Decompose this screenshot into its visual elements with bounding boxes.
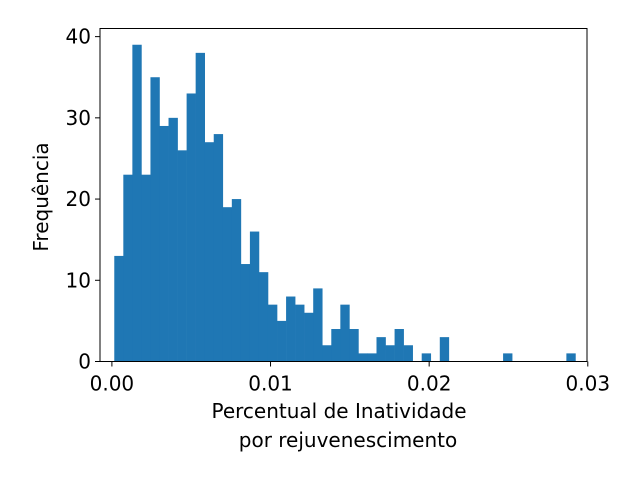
- histogram-bar: [150, 77, 160, 362]
- histogram-bar: [286, 296, 296, 362]
- histogram-bar: [132, 44, 142, 362]
- histogram-bar: [331, 329, 341, 362]
- x-tick-label: 0.00: [90, 372, 135, 396]
- histogram-bar: [385, 345, 395, 362]
- y-tick-label: 0: [78, 350, 91, 374]
- histogram-bar: [213, 134, 224, 362]
- x-axis-label-line-2: por rejuvenescimento: [239, 428, 457, 452]
- histogram-bar: [322, 345, 332, 362]
- histogram-bar: [240, 264, 251, 362]
- histogram-bar: [367, 353, 377, 362]
- histogram-bar: [566, 353, 576, 362]
- histogram-bar: [394, 329, 404, 362]
- x-tick-label: 0.03: [566, 372, 611, 396]
- histogram-bar: [376, 337, 386, 362]
- x-axis-ticks: 0.00 0.01 0.02 0.03: [90, 361, 611, 396]
- histogram-bar: [159, 125, 169, 362]
- x-tick-label: 0.01: [248, 372, 293, 396]
- histogram-bar: [313, 288, 323, 362]
- histogram-bar: [168, 117, 178, 362]
- histogram-bar: [204, 142, 215, 362]
- histogram-bar: [195, 52, 205, 362]
- histogram-bar: [304, 312, 314, 362]
- histogram-bar: [231, 199, 242, 362]
- y-axis-label: Frequência: [29, 142, 53, 251]
- plot-area-frame: [99, 28, 588, 362]
- y-tick-label: 30: [66, 106, 91, 130]
- x-axis-label-line-1: Percentual de Inatividade: [211, 399, 466, 423]
- histogram-bars: [114, 44, 576, 362]
- histogram-bar: [141, 174, 151, 362]
- histogram-bar: [439, 337, 450, 362]
- histogram-bar: [177, 150, 187, 362]
- histogram-bar: [267, 304, 278, 362]
- histogram-bar: [403, 345, 413, 362]
- histogram-bar: [421, 353, 432, 362]
- histogram-bar: [340, 304, 350, 362]
- y-axis-ticks: 0 10 20 30 40: [66, 25, 100, 374]
- y-tick-label: 40: [66, 25, 91, 49]
- x-tick-label: 0.02: [407, 372, 452, 396]
- histogram-bar: [295, 304, 305, 362]
- histogram-bar: [222, 207, 233, 362]
- y-tick-label: 10: [66, 268, 91, 292]
- histogram-bar: [249, 231, 260, 362]
- histogram-bar: [503, 353, 513, 362]
- histogram-bar: [358, 353, 368, 362]
- histogram-bar: [114, 255, 124, 362]
- histogram-bar: [349, 329, 359, 362]
- histogram-bar: [258, 272, 269, 362]
- histogram-bar: [277, 320, 287, 362]
- histogram-bar: [123, 174, 133, 362]
- histogram-bar: [186, 93, 196, 362]
- y-tick-label: 20: [66, 187, 91, 211]
